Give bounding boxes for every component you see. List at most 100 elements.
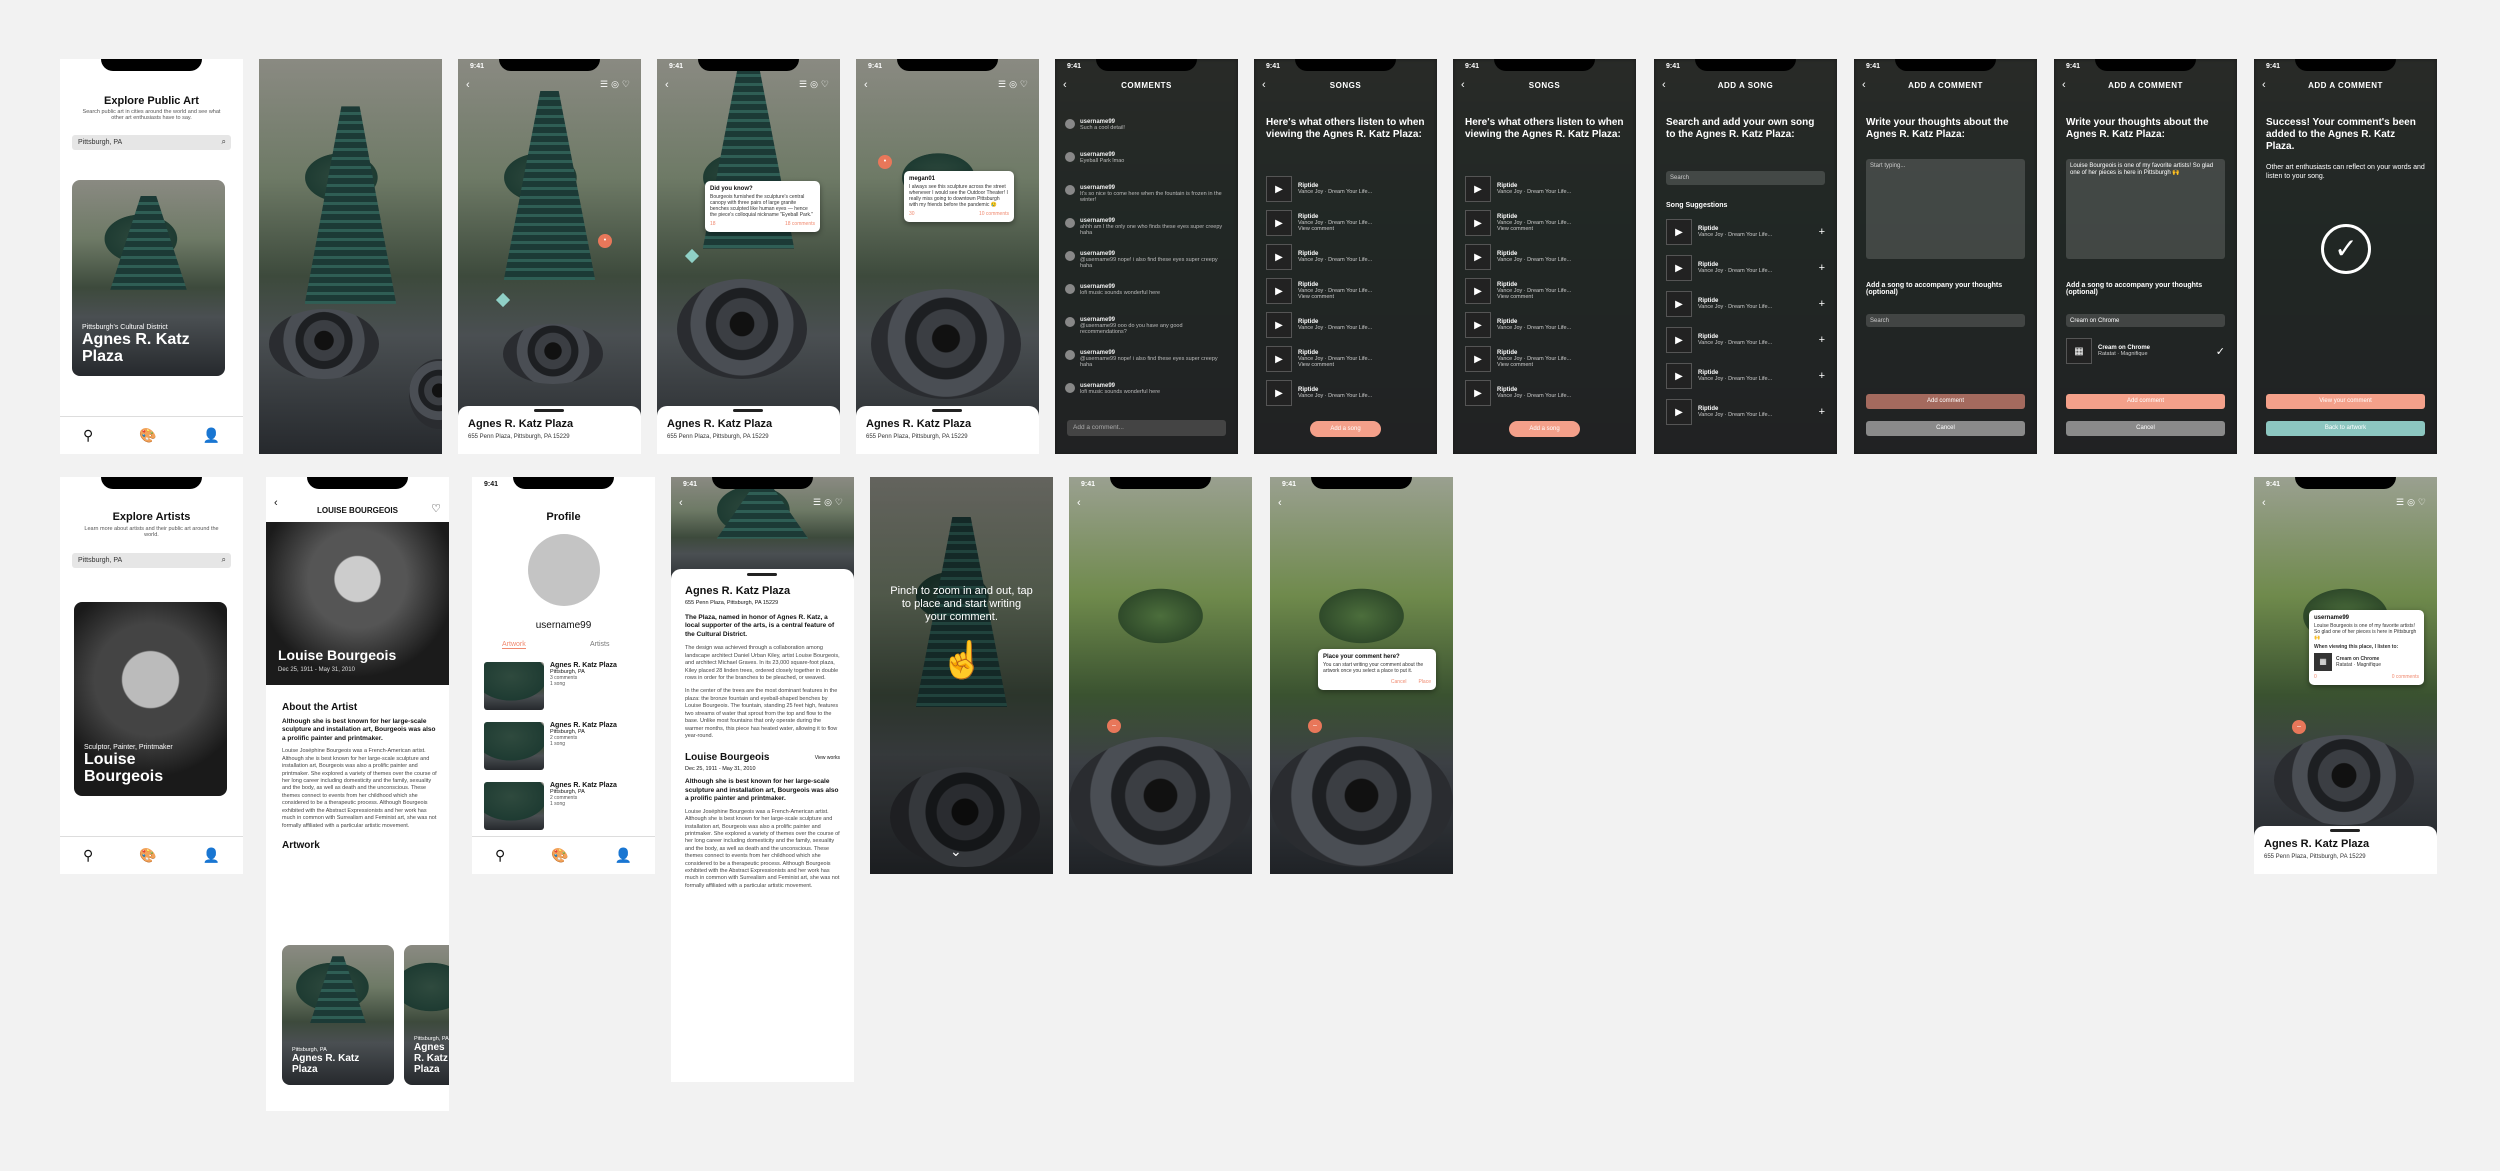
fact-marker[interactable] (495, 292, 511, 308)
add-song-button[interactable]: Add a song (1509, 421, 1580, 437)
view-comment-link[interactable]: View comment (1497, 226, 1533, 232)
play-icon[interactable]: ▶ (1266, 312, 1292, 338)
heart-icon[interactable]: ♡ (431, 503, 441, 515)
comment-popup[interactable]: megan01 I always see this sculpture acro… (904, 171, 1014, 222)
song-row[interactable]: ▶ Riptide Vance Joy · Dream Your Life... Vi… (1465, 344, 1624, 374)
comment-textarea[interactable]: Louise Bourgeois is one of my favorite a… (2066, 159, 2225, 259)
song-search-input[interactable]: Search (1666, 171, 1825, 185)
tab-artwork[interactable]: Artwork (502, 641, 526, 649)
likes-count[interactable]: 0 (2314, 674, 2317, 680)
likes-count[interactable]: 30 (909, 211, 915, 217)
place-info-bar[interactable]: Agnes R. Katz Plaza 655 Penn Plaza, Pitt… (856, 406, 1039, 454)
artwork-card[interactable]: Pittsburgh, PA Agnes R. Katz Plaza (404, 945, 449, 1085)
sculpture-icon[interactable]: ⚲ (82, 847, 94, 863)
dialog-place-button[interactable]: Place (1418, 679, 1431, 685)
add-song-button[interactable]: Add a song (1310, 421, 1381, 437)
ar-toolbar-icons[interactable]: ☰◎♡ (2396, 497, 2429, 507)
view-comment-link[interactable]: View comment (1298, 294, 1334, 300)
comment-row[interactable]: username99 ahhh am I the only one who fin… (1065, 218, 1228, 236)
play-icon[interactable]: ▶ (1465, 210, 1491, 236)
back-icon[interactable]: ‹ (1461, 79, 1465, 91)
search-icon[interactable]: ⌕ (221, 137, 226, 146)
check-icon[interactable]: ✓ (2215, 345, 2225, 358)
play-icon[interactable]: ▶ (1666, 399, 1692, 425)
play-icon[interactable]: ▶ (1666, 327, 1692, 353)
add-icon[interactable]: + (1818, 226, 1825, 238)
comment-row[interactable]: username99 Such a cool detail! (1065, 119, 1228, 131)
back-icon[interactable]: ‹ (1862, 79, 1866, 91)
play-icon[interactable]: ▶ (1266, 210, 1292, 236)
comment-input[interactable]: Add a comment... (1067, 420, 1226, 436)
palette-icon[interactable]: 🎨 (139, 427, 157, 443)
tab-artists[interactable]: Artists (590, 641, 610, 648)
view-works-link[interactable]: View works (814, 754, 840, 761)
song-row[interactable]: ▶ Riptide Vance Joy · Dream Your Life... + (1666, 325, 1825, 355)
chevron-down-icon[interactable]: ⌄ (950, 843, 962, 859)
play-icon[interactable]: ▶ (1465, 312, 1491, 338)
comment-row[interactable]: username99 @username99 ooo do you have an… (1065, 317, 1228, 335)
song-row[interactable]: ▶ Riptide Vance Joy · Dream Your Life... Vi… (1465, 276, 1624, 306)
artwork-card[interactable]: Pittsburgh, PA Agnes R. Katz Plaza (282, 945, 394, 1085)
add-comment-button[interactable]: Add comment (1866, 394, 2025, 409)
song-row[interactable]: ▶ Riptide Vance Joy · Dream Your Life... Vi… (1465, 208, 1624, 238)
back-icon[interactable]: ‹ (1662, 79, 1666, 91)
back-icon[interactable]: ‹ (274, 497, 278, 509)
song-search-input[interactable]: Cream on Chrome (2066, 314, 2225, 327)
add-comment-button[interactable]: Add comment (2066, 394, 2225, 409)
search-input[interactable]: Pittsburgh, PA ⌕ (72, 553, 231, 568)
add-icon[interactable]: + (1818, 262, 1825, 274)
place-info-bar[interactable]: Agnes R. Katz Plaza 655 Penn Plaza, Pitt… (657, 406, 840, 454)
palette-icon[interactable]: 🎨 (551, 847, 569, 863)
song-row[interactable]: ▶ Riptide Vance Joy · Dream Your Life... (1465, 242, 1624, 272)
view-comment-link[interactable]: View comment (1497, 294, 1533, 300)
comments-link[interactable]: 18 comments (784, 221, 815, 227)
add-icon[interactable]: + (1818, 370, 1825, 382)
comment-row[interactable]: username99 It's so nice to come here when… (1065, 185, 1228, 203)
song-row[interactable]: ▶ Riptide Vance Joy · Dream Your Life... + (1666, 289, 1825, 319)
avatar[interactable] (528, 534, 600, 606)
place-info-bar[interactable]: Agnes R. Katz Plaza 655 Penn Plaza, Pitt… (2254, 826, 2437, 874)
comment-textarea[interactable]: Start typing... (1866, 159, 2025, 259)
saved-artwork-row[interactable]: Agnes R. Katz Plaza Pittsburgh, PA 2 comme… (484, 782, 647, 830)
play-icon[interactable]: ▶ (1266, 346, 1292, 372)
profile-icon[interactable]: 👤 (202, 427, 221, 443)
comment-row[interactable]: username99 lofi music sounds wonderful he… (1065, 284, 1228, 296)
song-row[interactable]: ▶ Riptide Vance Joy · Dream Your Life... Vi… (1266, 344, 1425, 374)
play-icon[interactable]: ▶ (1266, 278, 1292, 304)
palette-icon[interactable]: 🎨 (139, 847, 157, 863)
back-icon[interactable]: ‹ (466, 79, 470, 91)
comment-row[interactable]: username99 Eyeball Park lmao (1065, 152, 1228, 164)
ar-toolbar-icons[interactable]: ☰◎♡ (813, 497, 846, 507)
view-comment-link[interactable]: View comment (1298, 226, 1334, 232)
back-icon[interactable]: ‹ (2262, 79, 2266, 91)
comment-pin[interactable]: – (1308, 719, 1322, 733)
play-icon[interactable]: ▶ (1666, 219, 1692, 245)
play-icon[interactable]: ▶ (1465, 176, 1491, 202)
ar-toolbar-icons[interactable]: ☰◎♡ (998, 79, 1031, 89)
back-icon[interactable]: ‹ (1063, 79, 1067, 91)
back-icon[interactable]: ‹ (665, 79, 669, 91)
back-icon[interactable]: ‹ (2062, 79, 2066, 91)
play-icon[interactable]: ▶ (1465, 244, 1491, 270)
back-icon[interactable]: ‹ (2262, 497, 2266, 509)
dialog-cancel-button[interactable]: Cancel (1390, 679, 1407, 685)
play-icon[interactable]: ▶ (1465, 380, 1491, 406)
song-row[interactable]: ▶ Riptide Vance Joy · Dream Your Life... Vi… (1266, 276, 1425, 306)
back-icon[interactable]: ‹ (1262, 79, 1266, 91)
ar-toolbar-icons[interactable]: ☰◎♡ (799, 79, 832, 89)
comment-row[interactable]: username99 @username99 nope! i also find … (1065, 350, 1228, 368)
add-icon[interactable]: + (1818, 406, 1825, 418)
add-icon[interactable]: + (1818, 298, 1825, 310)
search-input[interactable]: Pittsburgh, PA ⌕ (72, 135, 231, 150)
posted-comment-popup[interactable]: username99 Louise Bourgeois is one of my… (2309, 610, 2424, 685)
cancel-button[interactable]: Cancel (1866, 421, 2025, 436)
place-info-bar[interactable]: Agnes R. Katz Plaza 655 Penn Plaza, Pitt… (458, 406, 641, 454)
ar-toolbar-icons[interactable]: ☰◎♡ (600, 79, 633, 89)
song-row[interactable]: ▶ Riptide Vance Joy · Dream Your Life... Vi… (1266, 208, 1425, 238)
saved-artwork-row[interactable]: Agnes R. Katz Plaza Pittsburgh, PA 2 comme… (484, 722, 647, 770)
fact-marker[interactable] (684, 248, 700, 264)
back-to-artwork-button[interactable]: Back to artwork (2266, 421, 2425, 436)
comment-pin[interactable]: • (598, 234, 612, 248)
song-row[interactable]: ▶ Riptide Vance Joy · Dream Your Life... (1465, 378, 1624, 408)
play-icon[interactable]: ▶ (1666, 255, 1692, 281)
